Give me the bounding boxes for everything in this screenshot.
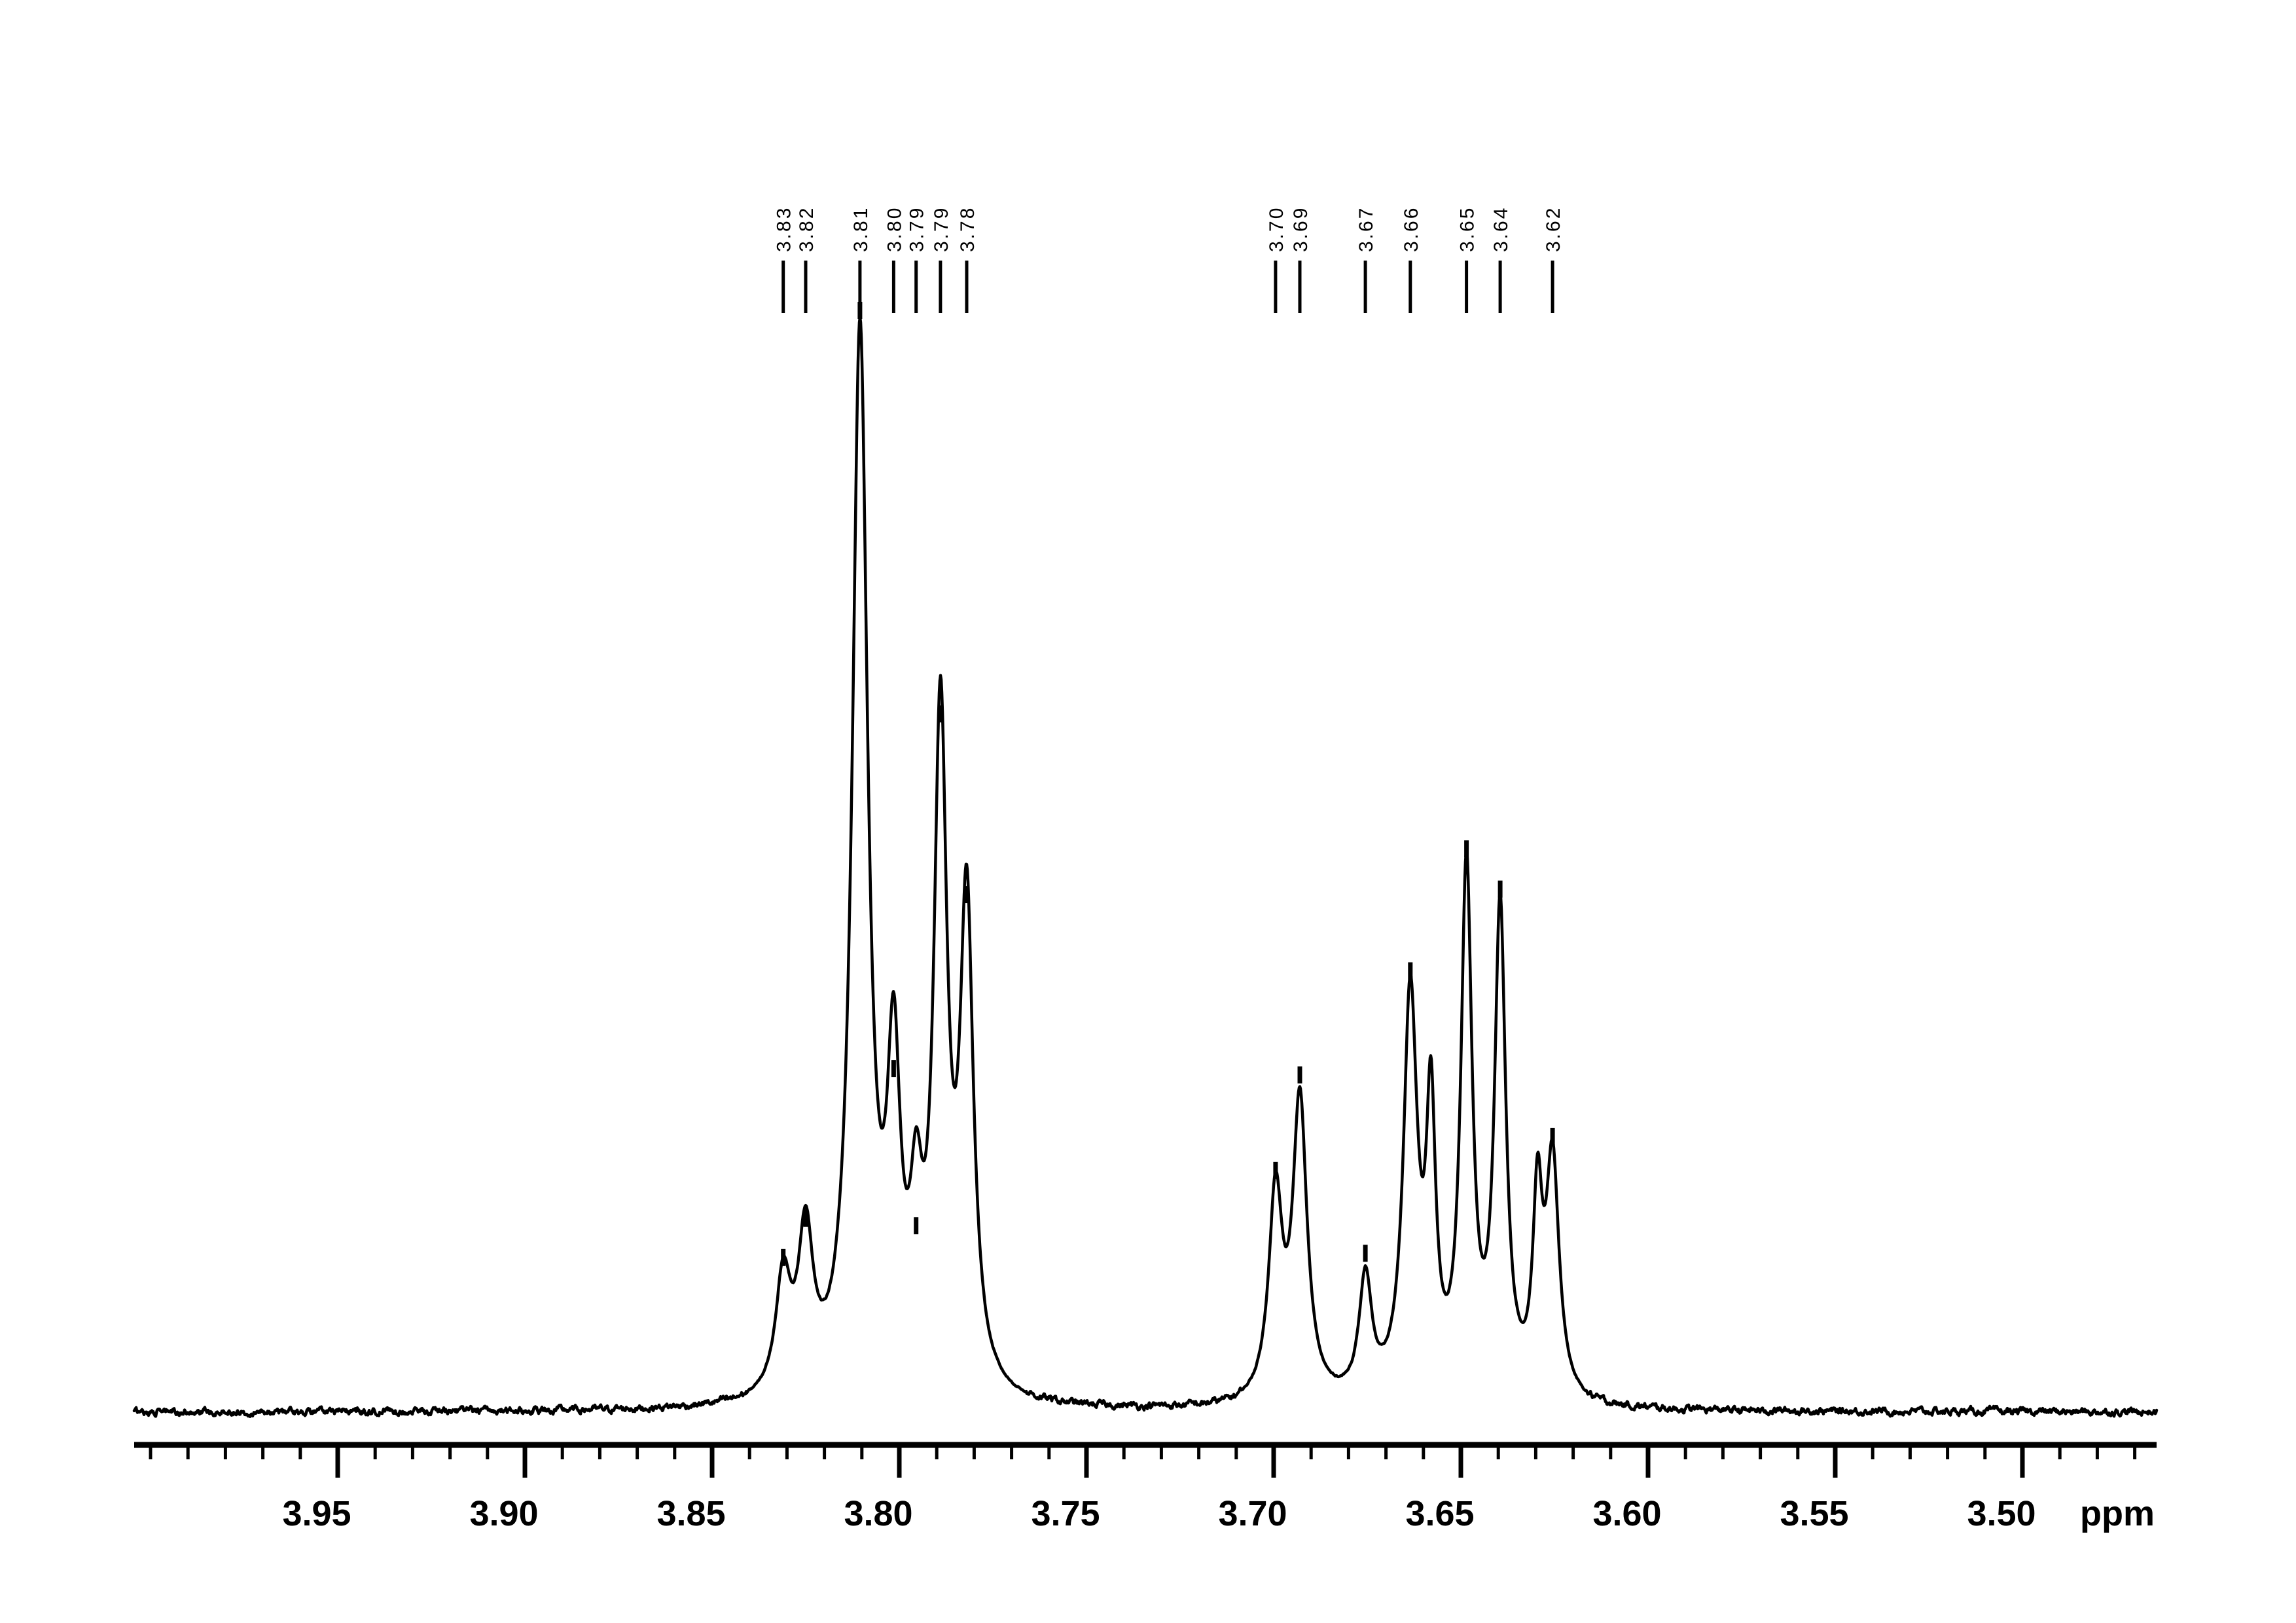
axis-tick-layer — [149, 1445, 2137, 1478]
axis-tick-label-layer: 3.95 3.90 3.85 3.80 3.75 3.70 3.65 3.60 3.55 3.50 — [282, 1494, 2036, 1533]
peak-label: 3.79 — [906, 206, 928, 252]
peak-apex-tick-layer — [781, 302, 1555, 1266]
peak-label: 3.80 — [884, 206, 905, 252]
axis-tick-label: 3.85 — [656, 1494, 725, 1533]
axis-tick-label: 3.65 — [1405, 1494, 1474, 1533]
axis-tick-label: 3.95 — [282, 1494, 351, 1533]
axis-tick-label: 3.75 — [1031, 1494, 1100, 1533]
peak-label: 3.70 — [1266, 206, 1287, 252]
peak-label: 3.78 — [957, 206, 978, 252]
peak-label-layer: 3.83 3.82 3.81 3.80 3.79 3.79 3.78 3.70 3.69 3.67… — [774, 206, 1564, 313]
axis-unit-label: ppm — [2080, 1494, 2155, 1533]
spectrum-trace-layer — [132, 316, 2159, 1419]
axis-tick-label: 3.60 — [1592, 1494, 1661, 1533]
peak-label: 3.82 — [796, 206, 817, 252]
spectrum-trace — [132, 316, 2159, 1419]
peak-label: 3.66 — [1401, 206, 1422, 252]
peak-label: 3.62 — [1543, 206, 1564, 252]
axis-tick-label: 3.90 — [469, 1494, 538, 1533]
peak-label: 3.81 — [850, 206, 872, 252]
axis-tick-label: 3.55 — [1780, 1494, 1848, 1533]
axis-tick-label: 3.70 — [1218, 1494, 1287, 1533]
peak-label: 3.83 — [774, 206, 795, 252]
peak-label: 3.69 — [1290, 206, 1312, 252]
peak-label: 3.79 — [931, 206, 952, 252]
peak-label: 3.64 — [1490, 206, 1512, 252]
axis-tick-label: 3.50 — [1967, 1494, 2036, 1533]
peak-label: 3.65 — [1457, 206, 1479, 252]
axis-tick-label: 3.80 — [844, 1494, 912, 1533]
peak-label: 3.67 — [1355, 206, 1377, 252]
